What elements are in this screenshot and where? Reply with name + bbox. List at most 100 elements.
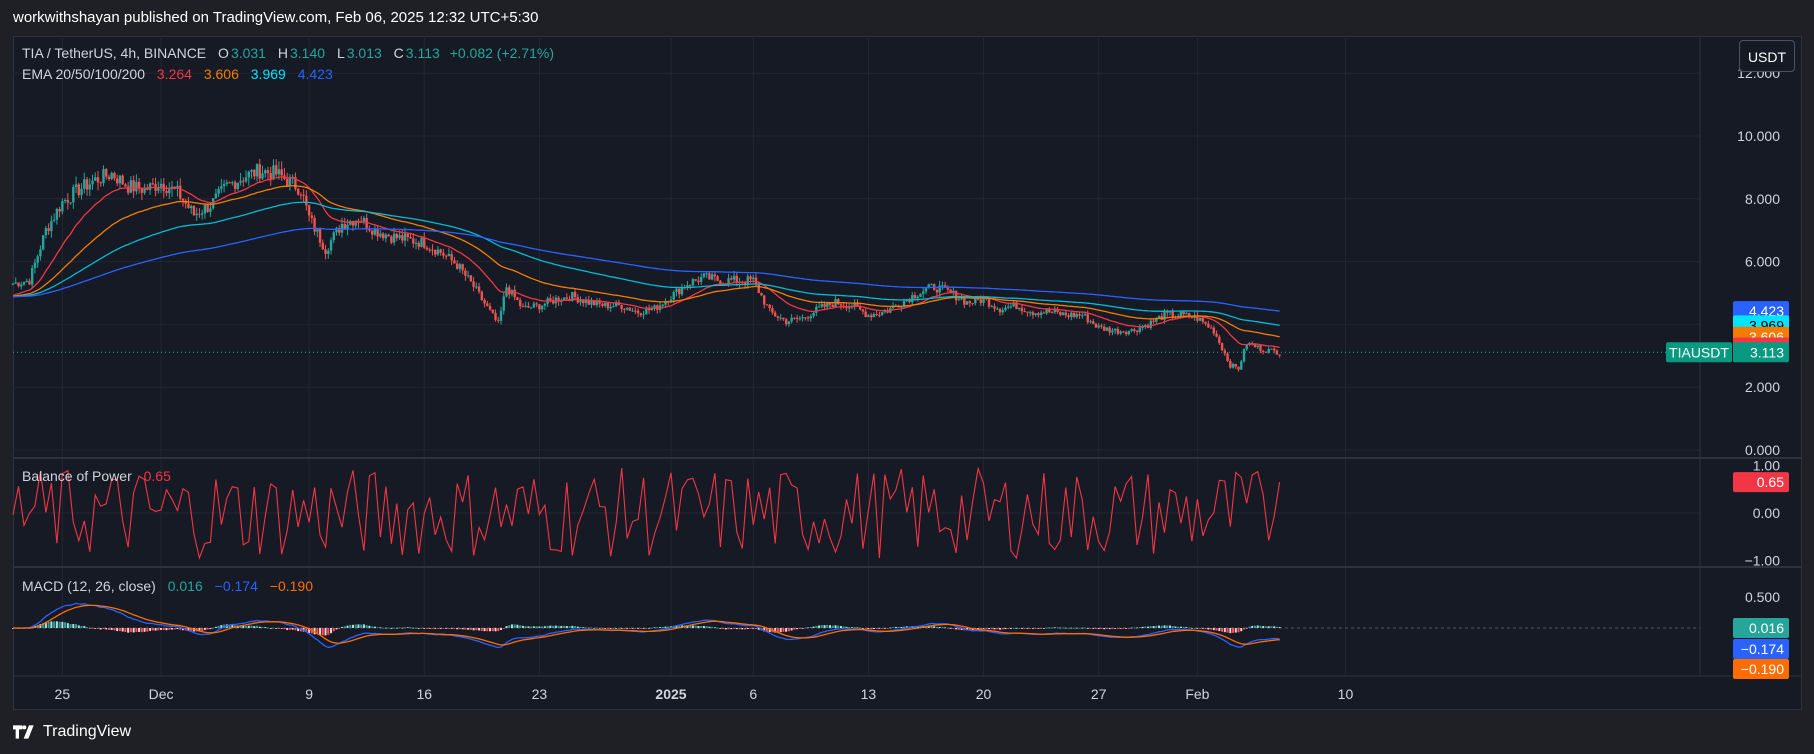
candle-body bbox=[760, 292, 763, 296]
macd-histogram-bar bbox=[190, 628, 193, 631]
candle-body bbox=[1001, 310, 1004, 313]
candle-body bbox=[392, 233, 396, 243]
macd-histogram-bar bbox=[889, 627, 892, 629]
macd-histogram-bar bbox=[527, 626, 530, 628]
candle-body bbox=[387, 234, 390, 237]
candle-body bbox=[198, 213, 201, 215]
macd-signal-value: −0.190 bbox=[269, 578, 313, 594]
macd-histogram-bar bbox=[1177, 626, 1180, 628]
macd-histogram-bar bbox=[44, 621, 47, 628]
macd-histogram-bar bbox=[231, 624, 234, 628]
macd-histogram-bar bbox=[878, 628, 881, 629]
macd-histogram-bar bbox=[719, 628, 722, 629]
macd-histogram-bar bbox=[1270, 626, 1273, 628]
macd-histogram-bar bbox=[494, 628, 497, 632]
macd-histogram-bar bbox=[86, 627, 89, 628]
candle-body bbox=[1253, 344, 1257, 348]
ema20-line bbox=[12, 176, 1280, 349]
macd-histogram-bar bbox=[384, 627, 387, 629]
macd-histogram-bar bbox=[949, 628, 952, 629]
macd-histogram-bar bbox=[1108, 628, 1111, 630]
macd-histogram-bar bbox=[140, 628, 143, 633]
macd-histogram-bar bbox=[667, 626, 670, 628]
candle-body bbox=[58, 208, 61, 212]
candle-body bbox=[1275, 350, 1279, 355]
macd-histogram-bar bbox=[552, 625, 555, 628]
macd-histogram-bar bbox=[286, 628, 289, 630]
macd-histogram-bar bbox=[839, 626, 842, 628]
macd-histogram-bar bbox=[713, 627, 716, 629]
macd-histogram-bar bbox=[735, 628, 738, 630]
macd-histogram-bar bbox=[1259, 625, 1262, 628]
candle-body bbox=[694, 279, 697, 281]
candle-body bbox=[916, 296, 919, 299]
macd-histogram-bar bbox=[798, 628, 801, 629]
candle-body bbox=[719, 280, 722, 285]
currency-button[interactable]: USDT bbox=[1739, 40, 1795, 72]
candle-body bbox=[244, 177, 248, 182]
candle-body bbox=[678, 288, 681, 295]
macd-histogram-bar bbox=[83, 626, 86, 628]
macd-histogram-bar bbox=[848, 627, 851, 628]
macd-histogram-bar bbox=[623, 628, 626, 629]
candle-body bbox=[370, 230, 374, 235]
candle-body bbox=[327, 250, 330, 254]
macd-histogram-bar bbox=[332, 628, 335, 632]
macd-histogram-bar bbox=[1234, 628, 1237, 633]
macd-histogram-bar bbox=[738, 628, 741, 630]
candle-body bbox=[883, 311, 887, 313]
candle-body bbox=[129, 180, 133, 193]
ema50-line bbox=[12, 184, 1280, 338]
candle-body bbox=[1012, 302, 1015, 307]
candle-body bbox=[1133, 329, 1136, 331]
macd-histogram-bar bbox=[395, 627, 398, 629]
macd-signal-line bbox=[13, 604, 1280, 646]
chart-frame[interactable] bbox=[13, 36, 1802, 710]
candle-body bbox=[1270, 348, 1273, 350]
candle-body bbox=[1166, 311, 1169, 313]
macd-histogram-bar bbox=[807, 627, 810, 629]
macd-histogram-bar bbox=[102, 628, 105, 629]
macd-histogram-bar bbox=[253, 626, 256, 628]
candle-body bbox=[1119, 331, 1122, 334]
macd-histogram-bar bbox=[1018, 627, 1021, 629]
candle-body bbox=[549, 298, 552, 300]
candle-body bbox=[1256, 345, 1259, 348]
macd-histogram-bar bbox=[941, 627, 944, 628]
macd-histogram-bar bbox=[875, 628, 878, 629]
candle-body bbox=[22, 282, 26, 285]
candle-body bbox=[346, 224, 349, 229]
macd-histogram-bar bbox=[1026, 628, 1029, 629]
candle-body bbox=[1267, 348, 1270, 353]
candle-body bbox=[357, 220, 360, 222]
macd-histogram-bar bbox=[804, 627, 807, 629]
time-axis: 25 Dec 9 16 23 2025 6 13 20 27 Feb 10 bbox=[55, 686, 1354, 702]
candle-body bbox=[571, 292, 574, 301]
candle-body bbox=[551, 299, 555, 304]
candle-body bbox=[1023, 311, 1026, 313]
candle-body bbox=[1100, 325, 1103, 327]
macd-histogram-bar bbox=[1190, 627, 1193, 629]
candle-body bbox=[74, 184, 78, 187]
candle-body bbox=[645, 308, 648, 315]
macd-histogram-bar bbox=[505, 626, 508, 628]
candle-body bbox=[39, 249, 42, 257]
candle-body bbox=[900, 306, 903, 308]
candle-body bbox=[790, 317, 793, 322]
y-tick-label: 10.000 bbox=[1737, 128, 1780, 144]
macd-histogram-bar bbox=[456, 628, 459, 630]
candle-body bbox=[398, 235, 401, 239]
macd-histogram-bar bbox=[209, 628, 212, 630]
macd-histogram-bar bbox=[250, 625, 253, 628]
macd-histogram-bar bbox=[831, 625, 834, 628]
candle-body bbox=[250, 169, 253, 172]
candle-body bbox=[861, 309, 865, 312]
macd-histogram-bar bbox=[343, 626, 346, 628]
candle-body bbox=[447, 253, 451, 256]
macd-histogram-bar bbox=[1130, 627, 1133, 629]
macd-histogram-bar bbox=[91, 628, 94, 629]
macd-histogram-bar bbox=[217, 625, 220, 628]
tradingview-logo-icon bbox=[13, 725, 34, 739]
macd-histogram-bar bbox=[1193, 627, 1196, 629]
